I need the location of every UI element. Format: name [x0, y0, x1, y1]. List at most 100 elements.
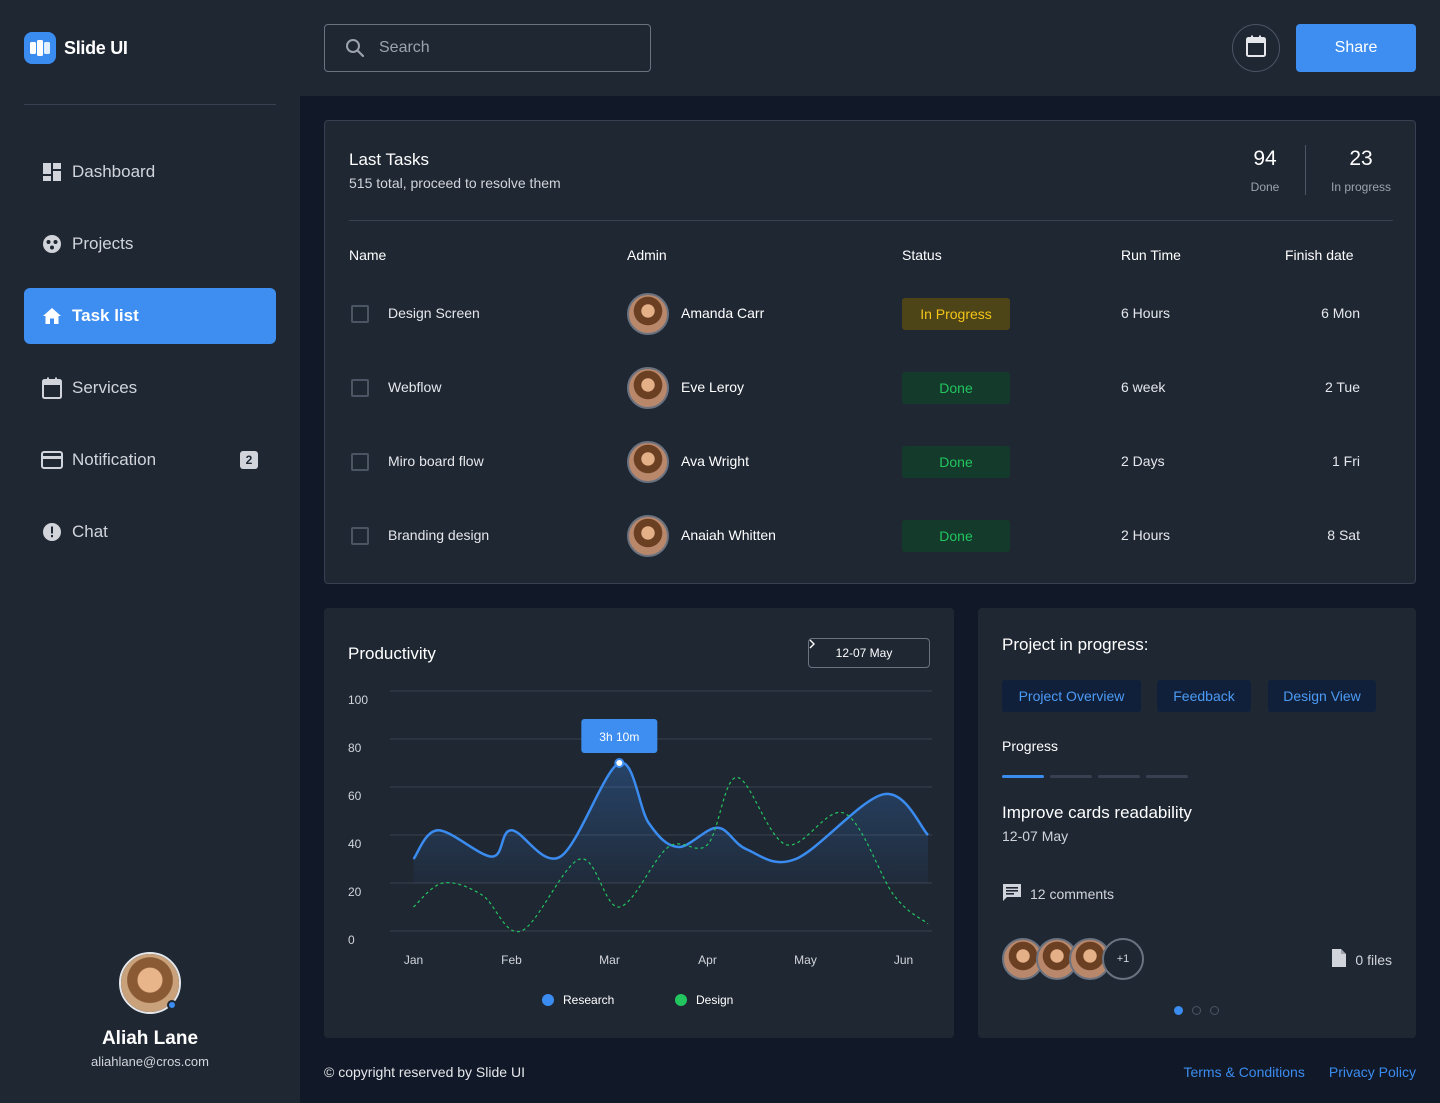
row-checkbox[interactable]	[351, 453, 369, 471]
notification-count-badge: 2	[240, 451, 258, 469]
avatar[interactable]	[119, 952, 181, 1014]
online-status-dot	[167, 1000, 177, 1010]
finish-date: 1 Fri	[1332, 453, 1360, 469]
files-link[interactable]: 0 files	[1331, 948, 1392, 971]
y-tick-label: 100	[348, 693, 368, 707]
table-row[interactable]: Branding design Anaiah Whitten Done 2 Ho…	[325, 511, 1417, 561]
run-time: 6 week	[1121, 379, 1166, 395]
pagination-dot[interactable]	[1192, 1006, 1201, 1015]
column-header-admin[interactable]: Admin	[627, 247, 667, 263]
x-tick-label: Apr	[698, 953, 717, 967]
row-checkbox[interactable]	[351, 379, 369, 397]
share-button[interactable]: Share	[1296, 24, 1416, 72]
top-bar: Search Share	[300, 0, 1440, 96]
sidebar-divider	[24, 104, 276, 105]
tasks-title: Last Tasks	[349, 150, 430, 169]
calendar-icon	[1246, 35, 1266, 62]
tab-project-overview[interactable]: Project Overview	[1002, 680, 1141, 712]
user-profile[interactable]: Aliah Lane aliahlane@cros.com	[0, 952, 300, 1069]
admin-avatar	[627, 367, 669, 409]
finish-date: 2 Tue	[1324, 379, 1360, 395]
status-badge: Done	[902, 372, 1010, 404]
sidebar-item-label: Dashboard	[72, 162, 156, 181]
status-badge: Done	[902, 446, 1010, 478]
row-checkbox[interactable]	[351, 305, 369, 323]
x-tick-label: Jan	[404, 953, 423, 967]
tooltip	[581, 719, 658, 753]
sidebar-item-task-list[interactable]: Task list	[24, 288, 276, 344]
privacy-link[interactable]: Privacy Policy	[1328, 1064, 1416, 1080]
column-header-run-time[interactable]: Run Time	[1121, 247, 1181, 263]
comments-count: 12 comments	[1030, 885, 1115, 902]
column-header-status[interactable]: Status	[902, 247, 942, 263]
in-progress-stat: 23 In progress	[1325, 147, 1397, 194]
sidebar-item-dashboard[interactable]: Dashboard	[24, 144, 276, 200]
y-tick-label: 80	[348, 741, 362, 755]
sidebar-item-projects[interactable]: Projects	[24, 216, 276, 272]
search-input[interactable]: Search	[324, 24, 651, 72]
productivity-chart: 0 20 40 60 80 100 Jan Feb Mar Apr May Jun 3h 10m Rese…	[348, 690, 932, 1007]
run-time: 6 Hours	[1121, 305, 1171, 321]
carousel-pagination	[1174, 1006, 1219, 1015]
calendar-button[interactable]	[1232, 24, 1280, 72]
admin-avatar	[627, 293, 669, 335]
column-header-finish-date[interactable]: Finish date	[1285, 247, 1354, 263]
table-row[interactable]: Webflow Eve Leroy Done 6 week 2 Tue	[325, 363, 1417, 413]
done-count: 94	[1253, 147, 1277, 170]
admin-avatar	[627, 441, 669, 483]
dashboard-icon	[40, 160, 64, 184]
task-name: Webflow	[388, 379, 442, 395]
run-time: 2 Days	[1121, 453, 1165, 469]
row-checkbox[interactable]	[351, 527, 369, 545]
tab-design-view[interactable]: Design View	[1268, 680, 1376, 712]
productivity-title: Productivity	[348, 644, 436, 663]
pagination-dot[interactable]	[1174, 1006, 1183, 1015]
admin-name: Eve Leroy	[681, 379, 745, 395]
done-stat: 94 Done	[1241, 147, 1289, 194]
y-tick-label: 60	[348, 789, 362, 803]
alert-icon	[40, 520, 64, 544]
column-header-name[interactable]: Name	[349, 247, 387, 263]
run-time: 2 Hours	[1121, 527, 1171, 543]
task-name: Branding design	[388, 527, 490, 543]
projects-icon	[40, 232, 64, 256]
admin-name: Anaiah Whitten	[681, 527, 776, 543]
terms-link[interactable]: Terms & Conditions	[1183, 1064, 1305, 1080]
project-in-progress-card: Project in progress: Project Overview Fe…	[978, 608, 1416, 1038]
tab-feedback[interactable]: Feedback	[1157, 680, 1251, 712]
admin-name: Amanda Carr	[681, 305, 765, 321]
research-line	[412, 761, 929, 864]
date-range-label: 12-07 May	[835, 646, 893, 660]
date-range-button[interactable]: 12-07 May	[808, 638, 930, 668]
more-members-button[interactable]: +1	[1102, 938, 1144, 980]
search-icon	[345, 38, 365, 58]
research-area	[413, 762, 929, 883]
x-tick-label: Feb	[501, 953, 522, 967]
status-badge: In Progress	[902, 298, 1010, 330]
project-task-date: 12-07 May	[1002, 828, 1069, 844]
table-row[interactable]: Design Screen Amanda Carr In Progress 6 …	[325, 289, 1417, 339]
app-logo[interactable]: Slide UI	[24, 32, 128, 64]
pagination-dot[interactable]	[1210, 1006, 1219, 1015]
footer-copyright: © copyright reserved by Slide UI	[324, 1064, 525, 1080]
sidebar-item-label: Notification	[72, 450, 157, 469]
files-count: 0 files	[1355, 951, 1392, 968]
sidebar-item-notification[interactable]: Notification 2	[24, 432, 276, 488]
x-tick-label: Mar	[599, 953, 620, 967]
progress-step	[1050, 775, 1092, 778]
project-task-title: Improve cards readability	[1002, 803, 1192, 822]
legend-label: Design	[696, 993, 733, 1007]
table-row[interactable]: Miro board flow Ava Wright Done 2 Days 1…	[325, 437, 1417, 487]
progress-step	[1098, 775, 1140, 778]
done-label: Done	[1250, 180, 1280, 194]
productivity-card: 0 20 40 60 80 100 Jan Feb Mar Apr May Jun 3h 10m Rese…	[324, 608, 954, 1038]
sidebar-item-chat[interactable]: Chat	[24, 504, 276, 560]
sidebar-item-services[interactable]: Services	[24, 360, 276, 416]
progress-label: Progress	[1002, 738, 1059, 754]
task-name: Design Screen	[388, 305, 480, 321]
file-icon	[1331, 948, 1347, 971]
calendar-icon	[40, 376, 64, 400]
last-tasks-card: Last Tasks 515 total, proceed to resolve…	[324, 120, 1416, 584]
comments-link[interactable]: 12 comments	[1002, 882, 1114, 905]
legend-dot	[542, 994, 554, 1006]
